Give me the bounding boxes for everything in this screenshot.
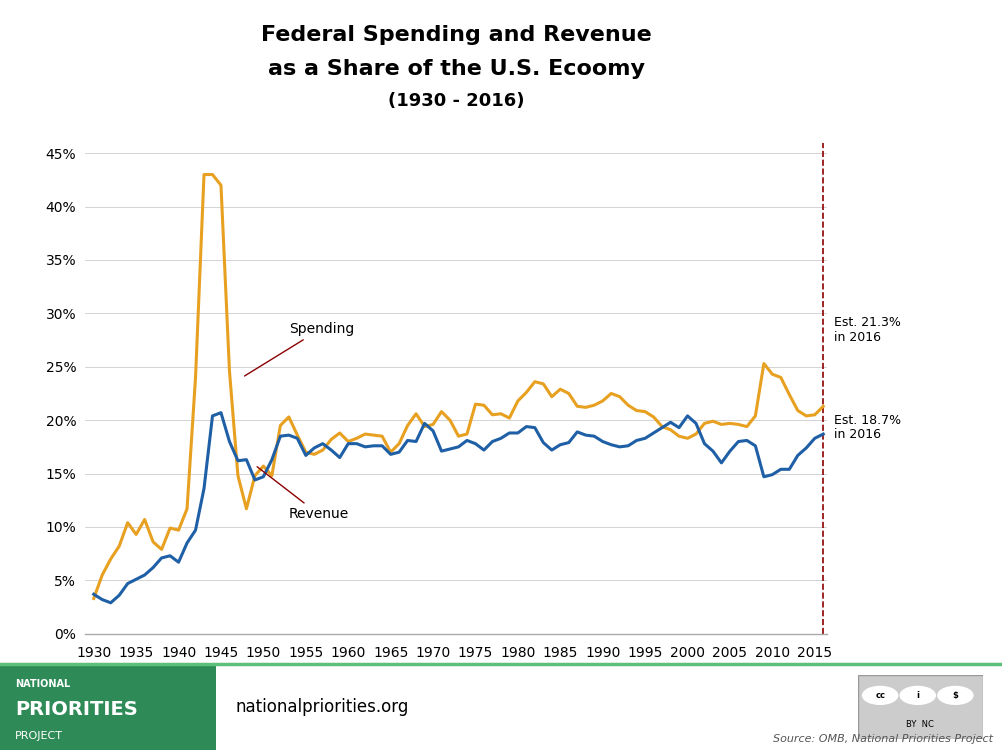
Text: Spending: Spending bbox=[244, 322, 354, 376]
Text: nationalpriorities.org: nationalpriorities.org bbox=[235, 698, 409, 715]
Text: Revenue: Revenue bbox=[257, 466, 349, 521]
Text: i: i bbox=[916, 691, 918, 700]
Circle shape bbox=[937, 686, 972, 704]
Circle shape bbox=[900, 686, 934, 704]
Text: Est. 18.7%
in 2016: Est. 18.7% in 2016 bbox=[834, 413, 901, 442]
Text: PROJECT: PROJECT bbox=[15, 731, 63, 741]
Text: NATIONAL: NATIONAL bbox=[15, 680, 70, 689]
Circle shape bbox=[862, 686, 897, 704]
Text: BY  NC: BY NC bbox=[906, 720, 933, 729]
Text: Est. 21.3%
in 2016: Est. 21.3% in 2016 bbox=[834, 316, 901, 344]
Text: PRIORITIES: PRIORITIES bbox=[15, 700, 137, 719]
Text: Source: OMB, National Priorities Project: Source: OMB, National Priorities Project bbox=[773, 734, 992, 744]
Text: (1930 - 2016): (1930 - 2016) bbox=[388, 92, 524, 110]
Text: Federal Spending and Revenue: Federal Spending and Revenue bbox=[261, 26, 651, 45]
Text: cc: cc bbox=[875, 691, 884, 700]
Text: as a Share of the U.S. Ecoomy: as a Share of the U.S. Ecoomy bbox=[268, 59, 644, 79]
Text: $: $ bbox=[952, 691, 957, 700]
